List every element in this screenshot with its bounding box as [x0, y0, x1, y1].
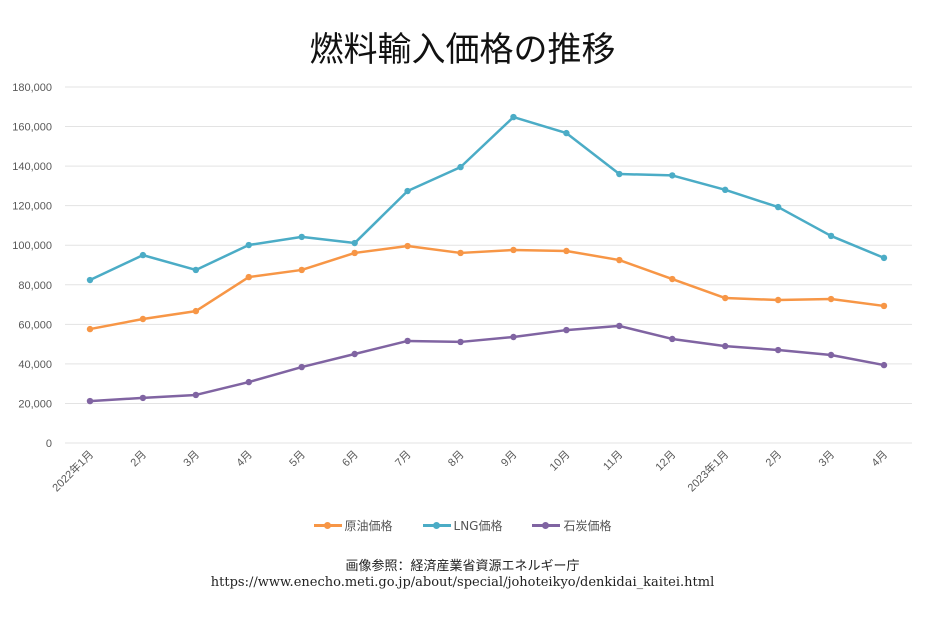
data-point [669, 172, 676, 179]
y-tick-label: 160,000 [12, 122, 52, 134]
data-point [192, 391, 200, 399]
data-point [827, 351, 835, 359]
data-point [245, 273, 252, 281]
data-point [563, 247, 570, 255]
x-tick-label: 2月 [764, 449, 785, 470]
x-tick-label: 2023年1月 [684, 447, 731, 494]
x-tick-label: 7月 [393, 449, 414, 470]
data-point [404, 187, 411, 195]
y-tick-label: 60,000 [18, 319, 52, 331]
data-point [298, 233, 305, 241]
data-point [616, 322, 623, 330]
legend-item-coal[interactable]: 石炭価格 [532, 517, 612, 534]
legend-label: LNG価格 [453, 519, 503, 533]
data-point [722, 342, 729, 350]
data-point [510, 113, 517, 121]
legend-marker [313, 521, 342, 529]
legend-marker [422, 521, 451, 529]
source-url: https://www.enecho.meti.go.jp/about/spec… [210, 575, 715, 590]
data-point [827, 232, 835, 240]
data-point [722, 294, 729, 302]
data-point [510, 246, 517, 254]
series-line [89, 115, 885, 282]
legend-label: 原油価格 [344, 519, 393, 533]
y-tick-label: 180,000 [12, 82, 52, 94]
data-point [298, 363, 305, 371]
data-point [880, 302, 888, 310]
data-point [457, 338, 464, 346]
legend-marker [532, 521, 561, 529]
data-point [86, 276, 94, 284]
data-point [880, 254, 888, 262]
x-tick-label: 9月 [499, 449, 520, 470]
data-point [563, 326, 570, 334]
data-point [510, 333, 517, 341]
x-tick-label: 10月 [548, 449, 573, 474]
data-point [351, 249, 358, 257]
data-point [86, 325, 94, 333]
legend: 原油価格 LNG価格 石炭価格 [0, 517, 925, 534]
y-tick-label: 40,000 [18, 359, 52, 371]
data-point [245, 378, 252, 386]
data-point [669, 335, 676, 343]
x-tick-label: 2月 [128, 449, 149, 470]
series-line [89, 324, 885, 403]
series-line [89, 244, 885, 331]
data-point [192, 307, 200, 315]
data-point [245, 241, 252, 249]
data-point [669, 275, 676, 283]
data-point [404, 242, 411, 250]
y-tick-label: 80,000 [18, 280, 52, 292]
data-point [774, 203, 782, 211]
data-point [351, 239, 358, 247]
x-tick-label: 12月 [653, 449, 678, 474]
data-point [880, 361, 888, 369]
data-point [827, 295, 835, 303]
data-point [192, 266, 200, 274]
x-tick-label: 11月 [601, 449, 625, 473]
data-point [722, 186, 729, 194]
x-tick-label: 8月 [446, 449, 467, 470]
data-point [616, 256, 623, 264]
x-tick-label: 4月 [870, 449, 891, 470]
x-tick-label: 5月 [287, 449, 308, 470]
x-tick-label: 3月 [181, 449, 202, 470]
data-point [616, 170, 623, 178]
x-tick-label: 3月 [817, 449, 838, 470]
y-tick-label: 120,000 [12, 201, 52, 213]
data-point [774, 296, 782, 304]
x-tick-label: 2022年1月 [49, 447, 96, 494]
data-point [139, 315, 147, 323]
data-point [774, 346, 782, 354]
data-point [457, 249, 464, 257]
y-tick-label: 140,000 [12, 161, 52, 173]
data-point [563, 129, 570, 137]
legend-item-oil[interactable]: 原油価格 [313, 517, 393, 534]
data-point [351, 350, 358, 358]
data-point [298, 266, 305, 274]
y-tick-label: 0 [46, 438, 52, 450]
legend-label: 石炭価格 [563, 519, 612, 533]
data-point [457, 163, 464, 171]
y-tick-label: 100,000 [12, 240, 52, 252]
legend-item-lng[interactable]: LNG価格 [422, 517, 503, 534]
x-tick-label: 4月 [234, 449, 255, 470]
y-tick-label: 20,000 [18, 398, 52, 410]
chart-title: 燃料輸入価格の推移 [309, 30, 616, 70]
x-tick-label: 6月 [340, 449, 361, 470]
data-point [86, 397, 94, 405]
data-point [404, 337, 411, 345]
data-point [139, 394, 147, 402]
source-credit: 画像参照：経済産業省資源エネルギー庁 [345, 559, 580, 574]
data-point [139, 251, 147, 259]
